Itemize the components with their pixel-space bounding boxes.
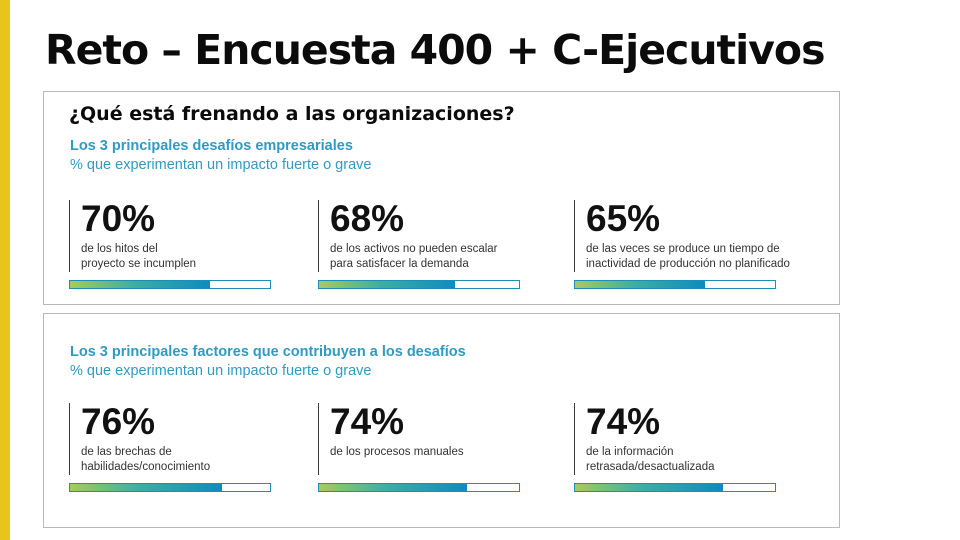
stat-caption: de la información retrasada/desactualiza…: [586, 445, 826, 475]
stat-caption: de las brechas de habilidades/conocimien…: [81, 445, 321, 475]
progress-fill: [70, 281, 210, 288]
stat-caption-line: de los activos no pueden escalar: [330, 243, 498, 255]
stat-caption-line: proyecto se incumplen: [81, 258, 197, 270]
progress-bar: [318, 280, 520, 289]
stat-value: 70%: [81, 198, 156, 239]
stat-value: 65%: [586, 198, 661, 239]
progress-fill: [319, 281, 455, 288]
progress-fill: [70, 484, 222, 491]
factors-panel: Los 3 principales factores que contribuy…: [43, 313, 840, 528]
stat-value: 74%: [586, 401, 661, 442]
progress-bar: [69, 483, 271, 492]
panel-subhead: Los 3 principales desafíos empresariales…: [70, 137, 371, 175]
subhead-title: Los 3 principales factores que contribuy…: [70, 344, 466, 360]
stat-caption-line: de las veces se produce un tiempo de: [586, 243, 780, 255]
progress-fill: [575, 281, 705, 288]
progress-bar: [574, 483, 776, 492]
progress-bar: [318, 483, 520, 492]
accent-bar: [0, 0, 10, 540]
stat-caption: de los hitos del proyecto se incumplen: [81, 242, 321, 272]
progress-fill: [575, 484, 723, 491]
stat-caption-line: para satisfacer la demanda: [330, 258, 469, 270]
stat-divider: [69, 403, 70, 475]
stat-value: 76%: [81, 401, 156, 442]
stat-caption-line: de los procesos manuales: [330, 446, 464, 458]
subhead-note: % que experimentan un impacto fuerte o g…: [70, 363, 372, 379]
progress-fill: [319, 484, 467, 491]
slide-title: Reto – Encuesta 400 + C-Ejecutivos: [45, 26, 825, 74]
stat-caption: de los procesos manuales: [330, 445, 570, 460]
stat-caption-line: inactividad de producción no planificado: [586, 258, 790, 270]
stat-divider: [574, 200, 575, 272]
subhead-note: % que experimentan un impacto fuerte o g…: [70, 157, 372, 173]
stat-divider: [69, 200, 70, 272]
stat-caption: de las veces se produce un tiempo de ina…: [586, 242, 826, 272]
stat-caption-line: de las brechas de: [81, 446, 172, 458]
stat-caption-line: de la información: [586, 446, 674, 458]
challenges-panel: ¿Qué está frenando a las organizaciones?…: [43, 91, 840, 305]
panel-subhead: Los 3 principales factores que contribuy…: [70, 343, 466, 381]
stat-caption-line: habilidades/conocimiento: [81, 461, 211, 473]
stat-caption-line: retrasada/desactualizada: [586, 461, 715, 473]
subhead-title: Los 3 principales desafíos empresariales: [70, 138, 353, 154]
stat-divider: [318, 403, 319, 475]
panel-question: ¿Qué está frenando a las organizaciones?: [69, 103, 515, 125]
stat-divider: [574, 403, 575, 475]
stat-value: 74%: [330, 401, 405, 442]
stat-caption-line: de los hitos del: [81, 243, 158, 255]
stat-caption: de los activos no pueden escalar para sa…: [330, 242, 570, 272]
progress-bar: [69, 280, 271, 289]
stat-value: 68%: [330, 198, 405, 239]
progress-bar: [574, 280, 776, 289]
stat-divider: [318, 200, 319, 272]
